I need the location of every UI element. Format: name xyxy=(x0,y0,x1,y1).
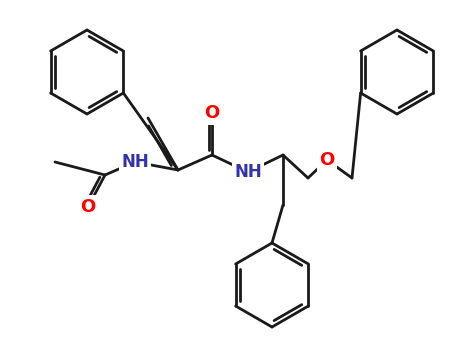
Text: O: O xyxy=(204,104,220,122)
Text: NH: NH xyxy=(121,153,149,171)
Text: NH: NH xyxy=(234,163,262,181)
Text: O: O xyxy=(319,151,334,169)
Text: O: O xyxy=(81,198,96,216)
